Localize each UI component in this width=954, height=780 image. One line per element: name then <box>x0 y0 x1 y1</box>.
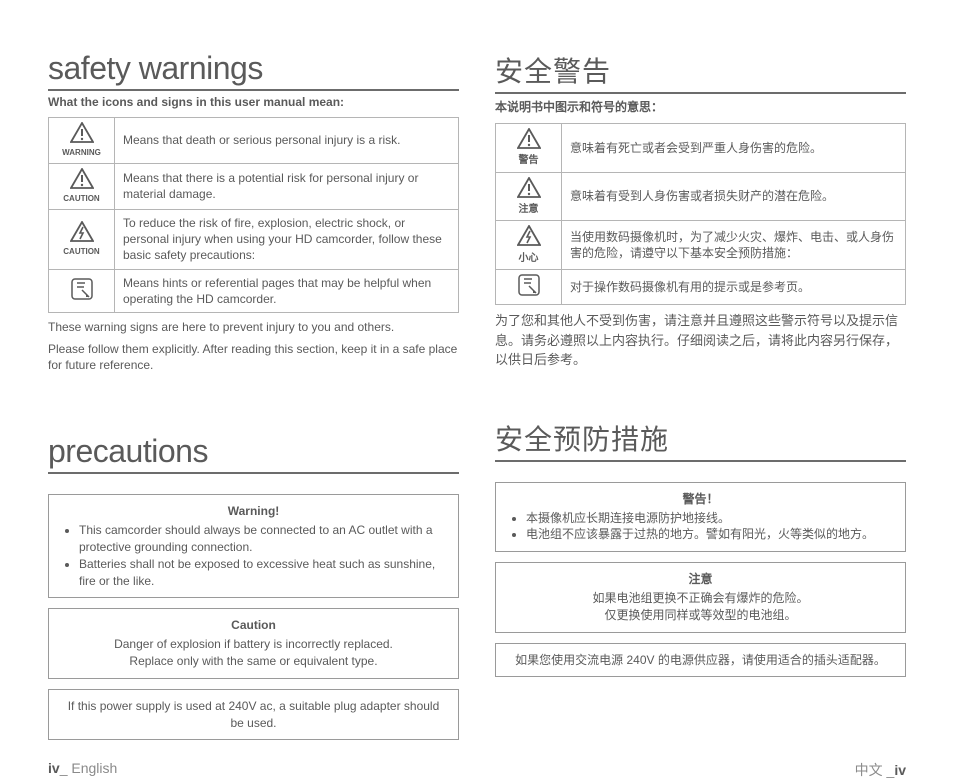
caution-shock-triangle-icon <box>70 221 94 242</box>
icon-label: WARNING <box>51 148 112 159</box>
icon-description: Means that death or serious personal inj… <box>115 118 459 164</box>
icon-meaning-table-cn: 警告 意味着有死亡或者会受到严重人身伤害的危险。 注意 意味着有受到人身伤害或者… <box>495 123 906 305</box>
spacer <box>495 370 906 418</box>
warning-explanation-cn: 为了您和其他人不受到伤害，请注意并且遵照这些警示符号以及提示信息。请务必遵照以上… <box>495 311 906 370</box>
icon-description: 意味着有受到人身伤害或者损失财产的潜在危险。 <box>562 172 906 221</box>
list-item: Batteries shall not be exposed to excess… <box>79 556 446 590</box>
table-row: 对于操作数码摄像机有用的提示或是参考页。 <box>496 270 906 305</box>
icon-description: 意味着有死亡或者会受到严重人身伤害的危险。 <box>562 124 906 173</box>
icon-description: Means that there is a potential risk for… <box>115 163 459 209</box>
subtitle-icons-meaning: What the icons and signs in this user ma… <box>48 95 459 109</box>
note-icon <box>518 274 540 296</box>
table-row: 小心 当使用数码摄像机时，为了减少火灾、爆炸、电击、或人身伤害的危险，请遵守以下… <box>496 221 906 270</box>
caution-shock-triangle-icon <box>517 225 541 246</box>
icon-description: To reduce the risk of fire, explosion, e… <box>115 209 459 269</box>
icon-label: 注意 <box>498 203 559 217</box>
warning-triangle-icon <box>70 122 94 143</box>
icon-cell <box>49 269 115 312</box>
icon-description: 对于操作数码摄像机有用的提示或是参考页。 <box>562 270 906 305</box>
icon-label: 警告 <box>498 154 559 168</box>
box-title: Warning! <box>61 503 446 520</box>
note-icon <box>71 278 93 300</box>
box-title: 注意 <box>508 571 893 588</box>
spacer <box>48 373 459 433</box>
icon-label: CAUTION <box>51 247 112 258</box>
icon-cell: WARNING <box>49 118 115 164</box>
table-row: CAUTION To reduce the risk of fire, expl… <box>49 209 459 269</box>
caution-triangle-icon <box>517 177 541 198</box>
caution-box-cn: 注意 如果电池组更换不正确会有爆炸的危险。 仅更换使用同样或等效型的电池组。 <box>495 562 906 632</box>
box-line: Danger of explosion if battery is incorr… <box>61 636 446 653</box>
caution-box: Caution Danger of explosion if battery i… <box>48 608 459 678</box>
footer-language: _ English <box>60 760 118 776</box>
right-column: 安全警告 本说明书中图示和符号的意思： 警告 意味着有死亡或者会受到严重人身伤害… <box>495 50 906 740</box>
icon-description: Means hints or referential pages that ma… <box>115 269 459 312</box>
icon-cell: CAUTION <box>49 163 115 209</box>
footer-language-cn: 中文 _ <box>855 762 895 778</box>
two-column-layout: safety warnings What the icons and signs… <box>48 50 906 740</box>
icon-meaning-table: WARNING Means that death or serious pers… <box>48 117 459 313</box>
box-line: If this power supply is used at 240V ac,… <box>61 698 446 732</box>
table-row: CAUTION Means that there is a potential … <box>49 163 459 209</box>
footer-right: 中文 _iv <box>855 760 906 780</box>
section-title-safety-warnings-cn: 安全警告 <box>495 50 906 94</box>
list-item: This camcorder should always be connecte… <box>79 522 446 556</box>
box-title: 警告！ <box>508 491 893 508</box>
icon-description: 当使用数码摄像机时，为了减少火灾、爆炸、电击、或人身伤害的危险，请遵守以下基本安… <box>562 221 906 270</box>
icon-cell: 警告 <box>496 124 562 173</box>
icon-label: CAUTION <box>51 194 112 205</box>
table-row: 警告 意味着有死亡或者会受到严重人身伤害的危险。 <box>496 124 906 173</box>
left-column: safety warnings What the icons and signs… <box>48 50 459 740</box>
box-line: 仅更换使用同样或等效型的电池组。 <box>508 607 893 624</box>
box-title: Caution <box>61 617 446 634</box>
page-footer: iv_ English 中文 _iv <box>48 760 906 780</box>
icon-cell: 小心 <box>496 221 562 270</box>
warning-explanation-1: These warning signs are here to prevent … <box>48 319 459 335</box>
table-row: Means hints or referential pages that ma… <box>49 269 459 312</box>
icon-cell: 注意 <box>496 172 562 221</box>
icon-cell <box>496 270 562 305</box>
box-line: Replace only with the same or equivalent… <box>61 653 446 670</box>
icon-label: 小心 <box>498 252 559 266</box>
warning-box-cn: 警告！ 本摄像机应长期连接电源防护地接线。 电池组不应该暴露于过热的地方。譬如有… <box>495 482 906 552</box>
section-title-safety-warnings: safety warnings <box>48 50 459 91</box>
subtitle-icons-meaning-cn: 本说明书中图示和符号的意思： <box>495 98 906 115</box>
footer-left: iv_ English <box>48 760 117 780</box>
warning-box: Warning! This camcorder should always be… <box>48 494 459 598</box>
warning-explanation-2: Please follow them explicitly. After rea… <box>48 341 459 373</box>
section-title-precautions-cn: 安全预防措施 <box>495 418 906 462</box>
table-row: WARNING Means that death or serious pers… <box>49 118 459 164</box>
table-row: 注意 意味着有受到人身伤害或者损失财产的潜在危险。 <box>496 172 906 221</box>
box-line: 如果电池组更换不正确会有爆炸的危险。 <box>508 590 893 607</box>
box-line: 如果您使用交流电源 240V 的电源供应器，请使用适合的插头适配器。 <box>508 652 893 669</box>
list-item: 电池组不应该暴露于过热的地方。譬如有阳光，火等类似的地方。 <box>526 526 893 543</box>
icon-cell: CAUTION <box>49 209 115 269</box>
caution-triangle-icon <box>70 168 94 189</box>
adapter-note-box: If this power supply is used at 240V ac,… <box>48 689 459 741</box>
page-number-cn: iv <box>894 762 906 778</box>
warning-triangle-icon <box>517 128 541 149</box>
list-item: 本摄像机应长期连接电源防护地接线。 <box>526 510 893 527</box>
section-title-precautions: precautions <box>48 433 459 474</box>
page-number: iv <box>48 760 60 776</box>
page: safety warnings What the icons and signs… <box>0 0 954 766</box>
adapter-note-box-cn: 如果您使用交流电源 240V 的电源供应器，请使用适合的插头适配器。 <box>495 643 906 678</box>
